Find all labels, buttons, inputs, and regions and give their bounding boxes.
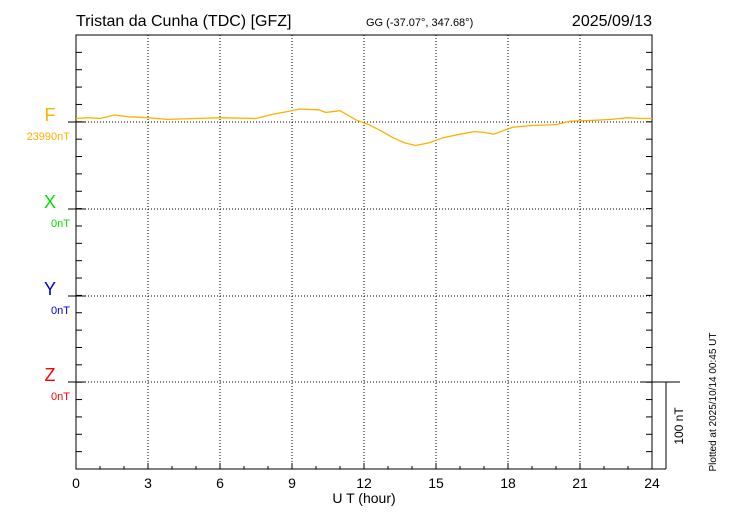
chart-subtitle: GG (-37.07°, 347.68°) [366,17,473,29]
component-label-y: Y [44,279,56,299]
component-label-x: X [44,192,56,212]
x-tick-label: 21 [572,475,588,491]
x-tick-label: 0 [72,475,80,491]
x-tick-label: 18 [500,475,516,491]
x-tick-label: 6 [216,475,224,491]
component-label-z: Z [45,365,56,385]
baseline-value-y: 0nT [51,305,70,317]
plotted-at-footer: Plotted at 2025/10/14 00:45 UT [708,333,719,472]
x-axis-label: U T (hour) [332,490,395,506]
baseline-value-x: 0nT [51,218,70,230]
x-tick-label: 24 [644,475,660,491]
x-tick-label: 9 [288,475,296,491]
plot-frame [75,34,653,470]
series-line-f [75,108,652,147]
x-tick-label: 3 [144,475,152,491]
component-label-f: F [45,105,56,125]
chart-date: 2025/09/13 [572,13,652,30]
x-tick-label: 15 [428,475,444,491]
x-tick-label: 12 [356,475,372,491]
chart-title: Tristan da Cunha (TDC) [GFZ] [76,13,291,30]
scale-bar-label: 100 nT [672,407,686,445]
baseline-value-z: 0nT [51,391,70,403]
baseline-value-f: 23990nT [27,131,71,143]
